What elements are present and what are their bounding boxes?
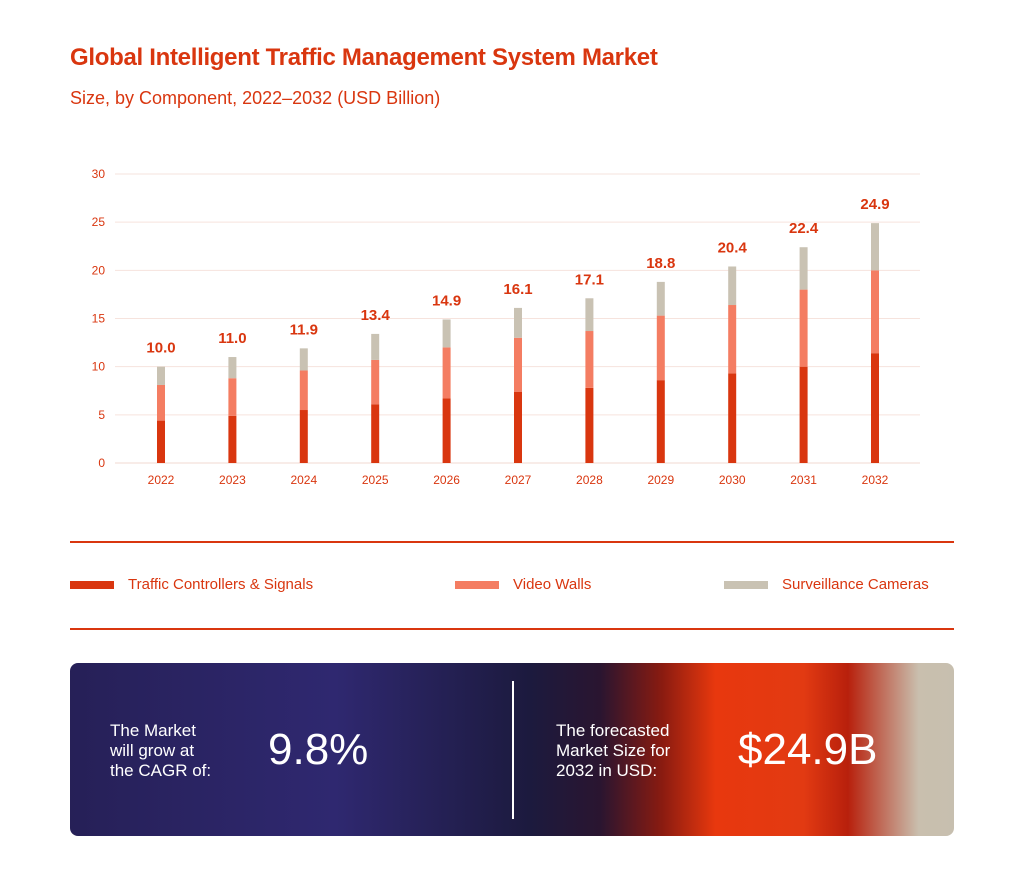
bar-segment: [799, 247, 808, 290]
bar-segment: [371, 404, 380, 463]
y-tick-label: 15: [92, 312, 106, 326]
bar-segment: [299, 410, 308, 463]
x-tick-label: 2022: [148, 473, 175, 487]
data-label: 10.0: [146, 340, 175, 357]
data-label: 18.8: [646, 255, 675, 272]
x-tick-label: 2031: [790, 473, 817, 487]
banner-divider: [512, 681, 514, 819]
x-tick-label: 2032: [862, 473, 889, 487]
summary-banner: The Market will grow at the CAGR of: 9.8…: [70, 663, 954, 836]
bar-segment: [442, 319, 451, 348]
bar-segment: [585, 387, 594, 463]
forecast-label-line: The forecasted: [556, 721, 670, 740]
bar-segment: [228, 415, 237, 463]
legend-swatch: [455, 580, 499, 589]
bar-segment: [371, 359, 380, 405]
bar-segment: [728, 373, 737, 463]
bar-segment: [656, 281, 665, 316]
bar-segment: [585, 331, 594, 388]
legend-swatch: [724, 580, 768, 589]
data-label: 22.4: [789, 220, 819, 237]
x-tick-label: 2026: [433, 473, 460, 487]
legend-label: Surveillance Cameras: [782, 576, 929, 593]
legend-label: Traffic Controllers & Signals: [128, 576, 314, 593]
data-label: 11.0: [218, 330, 246, 347]
bar-segment: [799, 366, 808, 463]
x-tick-label: 2029: [647, 473, 674, 487]
y-tick-label: 0: [98, 456, 105, 470]
y-tick-label: 20: [92, 263, 106, 277]
data-label: 11.9: [290, 321, 318, 338]
legend-item-traffic-controllers: Traffic Controllers & Signals: [70, 576, 313, 593]
bar-segment: [656, 380, 665, 463]
bar-segment: [656, 315, 665, 381]
bar-segment: [871, 223, 879, 271]
forecast-value: $24.9B: [738, 725, 878, 774]
bar-segment: [442, 347, 451, 399]
cagr-label-line: The Market: [110, 721, 196, 740]
legend-swatch: [70, 580, 114, 589]
legend-label: Video Walls: [513, 576, 592, 593]
bar-segment: [728, 305, 737, 374]
forecast-label: The forecasted Market Size for 2032 in U…: [556, 721, 670, 781]
x-tick-label: 2025: [362, 473, 389, 487]
cagr-label-line: will grow at: [110, 741, 195, 760]
legend-item-surveillance-cameras: Surveillance Cameras: [724, 576, 929, 593]
legend-bottom-divider: [70, 628, 954, 630]
chart-title: Global Intelligent Traffic Management Sy…: [70, 44, 658, 71]
x-tick-label: 2024: [290, 473, 317, 487]
bar-segment: [871, 270, 879, 354]
data-label: 17.1: [575, 271, 604, 288]
bar-segment: [299, 370, 308, 411]
bar-segment: [157, 366, 165, 385]
bar-segment: [299, 348, 308, 371]
bar-segment: [871, 353, 879, 463]
bar-segment: [585, 298, 594, 332]
data-label: 14.9: [432, 292, 461, 309]
cagr-value: 9.8%: [268, 725, 369, 774]
y-tick-label: 30: [92, 167, 106, 181]
bar-segment: [228, 357, 237, 379]
bar-segment: [371, 333, 380, 360]
bar-segment: [514, 307, 522, 338]
chart-subtitle: Size, by Component, 2022–2032 (USD Billi…: [70, 88, 441, 108]
legend-item-video-walls: Video Walls: [455, 576, 591, 593]
y-tick-label: 5: [98, 408, 105, 422]
bar-segment: [228, 378, 237, 416]
bar-segment: [514, 391, 522, 463]
x-tick-label: 2023: [219, 473, 246, 487]
cagr-label: The Market will grow at the CAGR of:: [110, 721, 211, 781]
bar-segment: [157, 384, 165, 421]
forecast-label-line: 2032 in USD:: [556, 761, 658, 780]
y-tick-label: 10: [92, 360, 106, 374]
bar-segment: [157, 420, 165, 463]
data-label: 16.1: [503, 281, 532, 298]
y-tick-label: 25: [92, 215, 106, 229]
bar-segment: [799, 289, 808, 367]
cagr-label-line: the CAGR of:: [110, 761, 212, 780]
x-tick-label: 2030: [719, 473, 746, 487]
x-tick-label: 2028: [576, 473, 603, 487]
data-label: 20.4: [718, 239, 748, 256]
x-tick-label: 2027: [505, 473, 532, 487]
legend-top-divider: [70, 541, 954, 543]
forecast-label-line: Market Size for: [556, 741, 671, 760]
data-label: 24.9: [860, 196, 889, 213]
data-label: 13.4: [361, 307, 391, 324]
bar-segment: [514, 337, 522, 392]
bar-segment: [728, 266, 737, 306]
stacked-bar-chart: 05101520253010.0202211.0202311.9202413.4…: [92, 167, 920, 487]
bar-segment: [442, 398, 451, 463]
